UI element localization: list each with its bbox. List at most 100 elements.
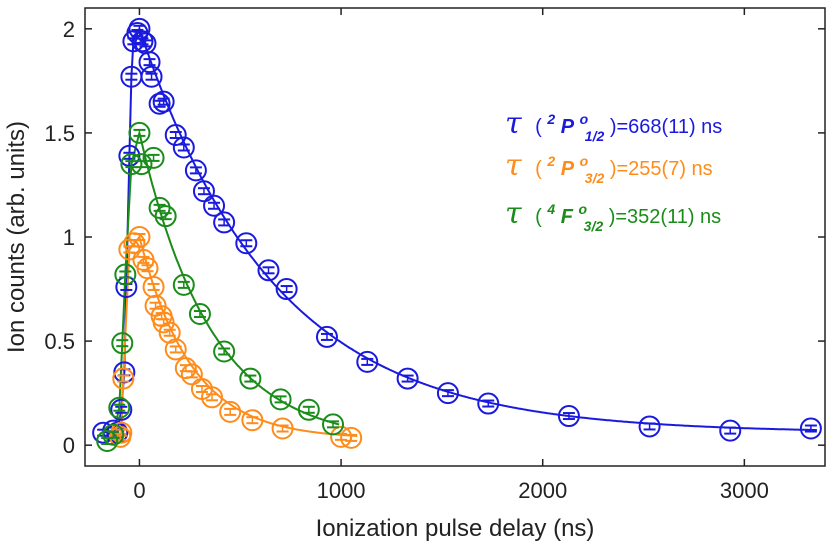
point-marker — [192, 180, 215, 203]
point-marker — [213, 211, 236, 234]
series-4F3-2 — [96, 121, 345, 453]
point-marker — [184, 159, 207, 182]
point-marker — [131, 30, 154, 53]
data-point — [114, 263, 137, 286]
point-marker — [140, 65, 163, 88]
y-tick-label: 2 — [63, 17, 75, 42]
point-marker — [102, 423, 125, 446]
point-marker — [557, 405, 580, 428]
point-marker — [396, 367, 419, 390]
point-marker — [213, 340, 236, 363]
point-marker — [142, 146, 165, 169]
data-point — [140, 65, 163, 88]
point-marker — [180, 363, 203, 386]
point-marker — [152, 311, 175, 334]
data-point — [638, 415, 661, 438]
data-point — [436, 382, 459, 405]
point-marker — [271, 417, 294, 440]
data-point — [213, 211, 236, 234]
legend-value: )=352(11) ns — [609, 206, 721, 228]
point-marker — [719, 419, 742, 442]
legend-tau-symbol: τ — [505, 106, 522, 141]
point-marker — [128, 226, 151, 248]
data-point — [396, 367, 419, 390]
data-point — [111, 332, 134, 355]
data-point — [102, 423, 125, 446]
legend-tau-symbol: τ — [505, 148, 522, 183]
data-point — [112, 367, 135, 390]
legend-term: P — [561, 158, 575, 180]
legend-value: )=668(11) ns — [610, 116, 722, 138]
data-point — [340, 426, 363, 449]
legend-term-parity: o — [580, 111, 589, 127]
data-point — [219, 400, 242, 423]
point-marker — [114, 263, 137, 286]
point-marker — [154, 205, 177, 228]
point-marker — [108, 396, 131, 419]
point-marker — [203, 194, 226, 217]
legend-value: )=255(7) ns — [610, 158, 713, 180]
legend-entry-2P1-2: τ ( 2 P o 1/2 )=668(11) ns — [505, 106, 722, 146]
point-marker — [297, 398, 320, 421]
data-point — [158, 321, 181, 344]
point-marker — [164, 338, 187, 361]
data-point — [128, 121, 151, 144]
y-tick-label: 0 — [63, 433, 75, 458]
point-marker — [239, 367, 262, 390]
legend-term-parity: o — [580, 153, 589, 169]
point-marker — [172, 273, 195, 296]
y-axis-label: Ion counts (arb. units) — [3, 121, 30, 353]
point-marker — [241, 409, 264, 432]
x-tick-label: 0 — [133, 478, 145, 503]
point-marker — [219, 400, 242, 423]
point-marker — [128, 121, 151, 144]
data-point — [719, 419, 742, 442]
legend-open-paren: ( — [535, 206, 542, 228]
legend-entry-2P3-2: τ ( 2 P o 3/2 )=255(7) ns — [505, 148, 713, 188]
point-marker — [130, 153, 153, 176]
point-marker — [111, 332, 134, 355]
y-tick-label: 0.5 — [44, 329, 75, 354]
data-point — [108, 396, 131, 419]
data-point — [203, 194, 226, 217]
x-tick-label: 1000 — [317, 478, 366, 503]
x-axis: 0 1000 2000 3000 — [133, 8, 769, 503]
legend-multiplicity: 4 — [546, 201, 555, 217]
data-points — [92, 17, 822, 453]
data-point — [271, 417, 294, 440]
legend-tau-symbol: τ — [505, 196, 522, 231]
legend-term-j: 1/2 — [585, 128, 605, 144]
data-point — [180, 363, 203, 386]
point-marker — [142, 275, 165, 298]
data-point — [322, 413, 345, 436]
point-marker — [436, 382, 459, 405]
point-marker — [110, 398, 133, 421]
data-point — [172, 136, 195, 159]
point-marker — [152, 90, 175, 113]
point-marker — [257, 259, 280, 282]
point-marker — [112, 367, 135, 390]
legend-open-paren: ( — [535, 116, 542, 138]
point-marker — [275, 278, 298, 301]
point-marker — [164, 123, 187, 146]
point-marker — [315, 325, 338, 348]
series-2P1-2 — [92, 17, 822, 444]
data-point — [188, 303, 211, 326]
legend-term-parity: o — [579, 201, 588, 217]
data-point — [557, 405, 580, 428]
data-point — [154, 205, 177, 228]
legend-term: P — [561, 116, 575, 138]
point-marker — [799, 417, 822, 440]
x-axis-label: Ionization pulse delay (ns) — [316, 515, 595, 542]
legend-entry-4F3-2: τ ( 4 F o 3/2 )=352(11) ns — [505, 196, 721, 236]
legend-term-j: 3/2 — [585, 170, 605, 186]
data-point — [275, 278, 298, 301]
data-point — [164, 338, 187, 361]
series-2P3-2 — [109, 226, 363, 449]
data-point — [257, 259, 280, 282]
data-point — [131, 30, 154, 53]
legend: τ ( 2 P o 1/2 )=668(11) ns τ ( 2 P o 3/2… — [505, 106, 722, 236]
data-point — [477, 392, 500, 415]
